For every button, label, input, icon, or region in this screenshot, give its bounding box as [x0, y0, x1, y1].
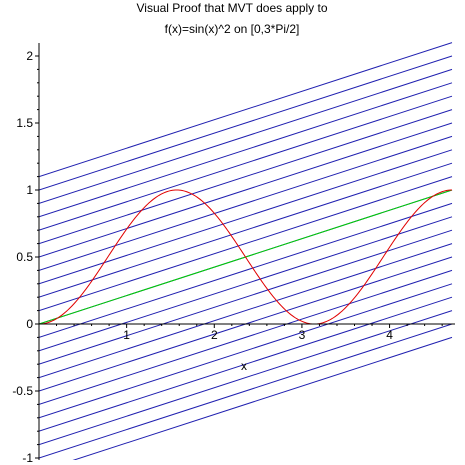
parallel-line-16 [39, 122, 453, 258]
parallel-line-9 [39, 216, 453, 352]
parallel-line-0 [72, 336, 453, 460]
function-curve-group [39, 189, 453, 325]
parallel-line-17 [39, 109, 453, 245]
parallel-line-10 [39, 202, 453, 338]
y-tick-label: -1 [22, 451, 33, 465]
parallel-line-18 [39, 95, 453, 231]
y-tick-label: 1.5 [16, 116, 33, 130]
axes-group: -1 -0.5 0 0.5 1 1.5 2 1 2 3 4 [12, 43, 455, 465]
parallel-line-4 [39, 283, 453, 419]
parallel-line-5 [39, 269, 453, 405]
parallel-line-22 [39, 42, 453, 178]
parallel-line-19 [39, 82, 453, 218]
chart-title-line-2: f(x)=sin(x)^2 on [0,3*Pi/2] [165, 22, 300, 36]
x-tick-label: 4 [386, 328, 393, 342]
parallel-line-14 [39, 149, 453, 285]
parallel-line-3 [39, 296, 453, 432]
chart-title-line-1: Visual Proof that MVT does apply to [137, 1, 328, 15]
x-tick-label: 2 [211, 328, 218, 342]
parallel-line-8 [39, 229, 453, 365]
parallel-line-21 [39, 55, 453, 191]
x-tick-label: 3 [299, 328, 306, 342]
x-axis-label: x [241, 359, 247, 373]
parallel-line-12 [39, 176, 453, 312]
function-curve [39, 189, 453, 325]
parallel-line-7 [39, 243, 453, 379]
y-tick-label: -0.5 [12, 384, 33, 398]
parallel-line-20 [39, 68, 453, 204]
y-tick-label: 1 [26, 183, 33, 197]
y-tick-label: 0.5 [16, 250, 33, 264]
y-tick-label: 2 [26, 49, 33, 63]
y-tick-label: 0 [26, 317, 33, 331]
parallel-line-13 [39, 162, 453, 298]
parallel-line-2 [39, 310, 453, 446]
x-tick-label: 1 [123, 328, 130, 342]
parallel-lines-group [39, 42, 453, 460]
parallel-line-1 [39, 323, 453, 459]
parallel-line-15 [39, 135, 453, 271]
